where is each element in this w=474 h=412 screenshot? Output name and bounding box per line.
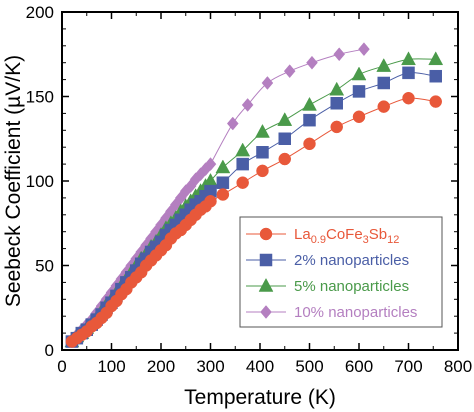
- data-point: [226, 116, 239, 131]
- data-point: [376, 58, 392, 72]
- series-line: [210, 72, 436, 192]
- legend-label: La0.9CoFe3Sb12: [294, 226, 399, 246]
- x-tick-label: 700: [394, 357, 422, 376]
- data-point: [235, 142, 251, 157]
- data-point: [306, 55, 318, 70]
- legend-label-part: Sb: [369, 226, 387, 243]
- data-point: [204, 157, 217, 171]
- legend-label-part: 0.9: [311, 234, 326, 246]
- data-point: [402, 91, 415, 105]
- data-point: [236, 176, 249, 189]
- series-1: [65, 91, 442, 348]
- data-point: [278, 132, 291, 145]
- data-point: [204, 195, 217, 208]
- series-layer: [64, 42, 444, 348]
- data-point: [352, 85, 366, 98]
- data-point: [402, 66, 415, 80]
- data-point: [303, 137, 316, 151]
- data-point: [216, 176, 230, 189]
- legend-label: 10% nanoparticles: [294, 304, 417, 321]
- data-point: [401, 51, 416, 66]
- x-tick-label: 200: [147, 357, 175, 376]
- data-point: [215, 159, 231, 174]
- data-point: [428, 51, 444, 66]
- data-point: [429, 69, 442, 83]
- data-point: [302, 96, 317, 111]
- data-point: [261, 76, 274, 90]
- legend-label: 5% nanoparticles: [294, 278, 409, 295]
- data-point: [429, 95, 442, 108]
- legend-marker: [259, 227, 273, 241]
- x-tick-label: 800: [444, 357, 472, 376]
- x-tick-label: 0: [57, 357, 66, 376]
- legend-label-part: 3: [363, 234, 369, 246]
- y-tick-label: 200: [26, 3, 54, 22]
- x-tick-label: 500: [295, 357, 323, 376]
- data-point: [241, 98, 254, 112]
- tick-layer: 0 100 200 300 400 500 600 700 800 0 50 100 150 200: [26, 3, 473, 376]
- data-point: [216, 188, 230, 201]
- x-tick-label: 400: [246, 357, 274, 376]
- data-point: [256, 164, 269, 178]
- data-point: [377, 100, 390, 113]
- y-axis-title: Seebeck Coefficient (µV/K): [2, 55, 25, 307]
- legend-label-part: 12: [387, 234, 399, 246]
- legend-label-part: CoFe: [326, 226, 363, 243]
- data-point: [236, 157, 249, 171]
- legend-marker: [259, 253, 273, 267]
- x-tick-label: 600: [345, 357, 373, 376]
- legend-label-part: La: [294, 226, 311, 243]
- legend-label: 2% nanoparticles: [294, 252, 409, 269]
- data-point: [255, 123, 270, 138]
- x-tick-label: 100: [97, 357, 125, 376]
- data-point: [256, 146, 269, 159]
- data-point: [330, 120, 343, 134]
- data-point: [278, 152, 291, 166]
- data-point: [283, 64, 296, 79]
- y-tick-label: 50: [35, 257, 54, 276]
- legend-marker: [260, 305, 272, 319]
- x-tick-label: 300: [196, 357, 224, 376]
- data-point: [333, 47, 346, 62]
- data-point: [358, 42, 370, 57]
- x-axis-title: Temperature (K): [184, 386, 336, 409]
- data-point: [277, 112, 293, 126]
- data-point: [330, 97, 343, 110]
- data-point: [329, 81, 345, 96]
- data-point: [377, 76, 390, 90]
- data-point: [303, 113, 316, 127]
- data-point: [351, 66, 367, 81]
- y-tick-label: 0: [45, 341, 54, 360]
- legend: La0.9CoFe3Sb12 2% nanoparticles 5% nanopar…: [239, 216, 443, 328]
- legend-box: [239, 216, 443, 328]
- data-point: [352, 110, 366, 124]
- legend-marker: [258, 277, 274, 292]
- y-tick-label: 150: [26, 88, 54, 107]
- y-tick-label: 100: [26, 172, 54, 191]
